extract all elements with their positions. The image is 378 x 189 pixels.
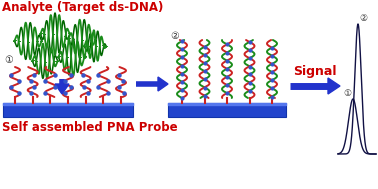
Text: ②: ② (170, 31, 179, 41)
Text: ①: ① (4, 55, 13, 65)
Polygon shape (55, 84, 69, 94)
Text: ①: ① (343, 89, 351, 98)
Text: Self assembled PNA Probe: Self assembled PNA Probe (2, 121, 178, 134)
Polygon shape (158, 77, 168, 91)
Text: Signal: Signal (293, 65, 337, 78)
FancyBboxPatch shape (168, 103, 286, 117)
FancyBboxPatch shape (3, 103, 133, 117)
Text: ②: ② (359, 14, 367, 23)
Polygon shape (328, 78, 340, 94)
Text: Analyte (Target ds-DNA): Analyte (Target ds-DNA) (2, 1, 163, 14)
